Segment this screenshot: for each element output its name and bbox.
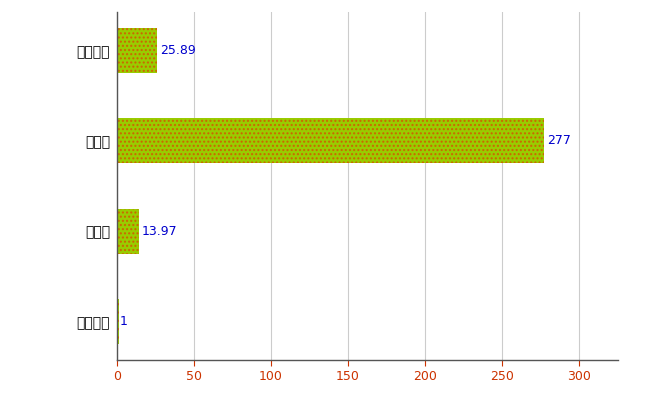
Bar [117, 118, 543, 164]
Text: 1: 1 [120, 315, 128, 328]
Bar [117, 299, 118, 344]
Bar [117, 28, 157, 73]
Bar [117, 299, 118, 344]
Bar [117, 118, 543, 164]
Text: 25.89: 25.89 [160, 44, 196, 57]
Bar [117, 208, 138, 254]
Text: 13.97: 13.97 [142, 225, 177, 238]
Text: 277: 277 [547, 134, 571, 147]
Bar [117, 208, 138, 254]
Bar [117, 28, 157, 73]
